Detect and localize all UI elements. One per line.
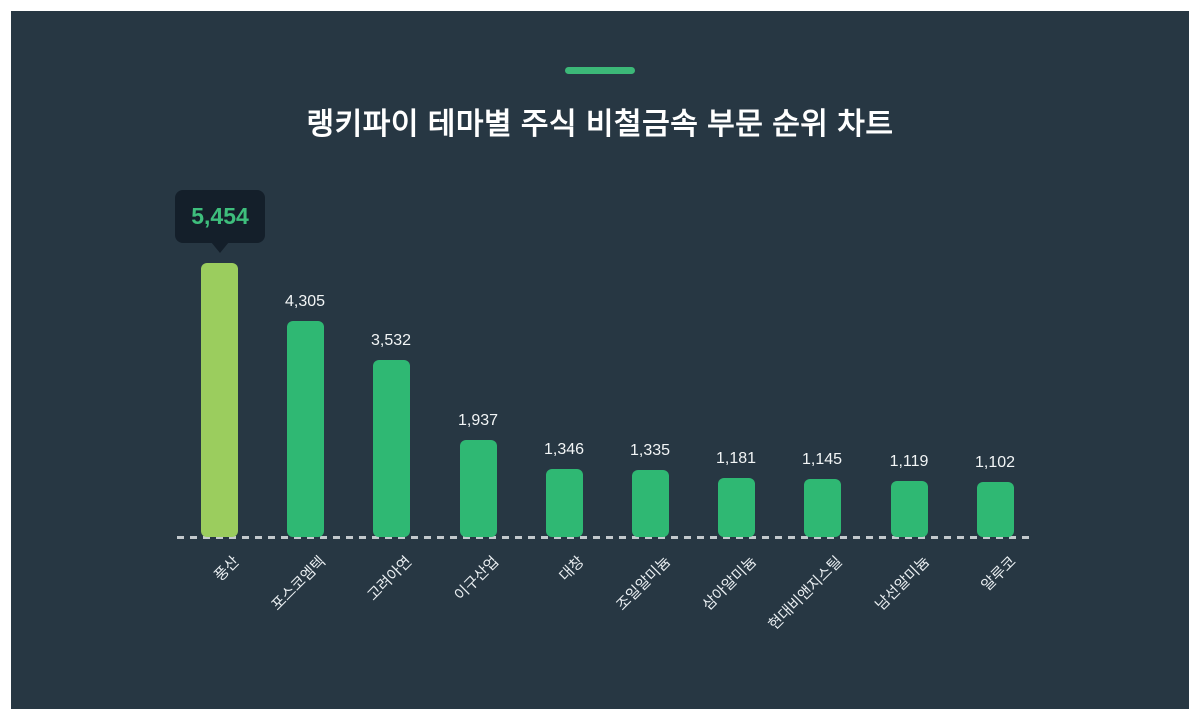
bar[interactable] <box>976 482 1014 537</box>
bar[interactable] <box>286 321 324 537</box>
bar-value-label: 1,119 <box>889 453 929 470</box>
bar[interactable] <box>631 470 669 537</box>
bar-value-label: 1,181 <box>715 450 757 467</box>
bar-value-label: 1,102 <box>974 454 1016 471</box>
bar-value-label: 1,145 <box>801 451 843 468</box>
bar[interactable] <box>372 360 410 537</box>
bar-value-label: 4,305 <box>284 293 326 310</box>
bar-chart: 5,454 풍산 4,305 포스코엠텍 3,532 고려아연 1,937 이구산업 1,34… <box>11 11 1189 709</box>
bar-category-label: 조일알미늄 <box>613 553 675 614</box>
baseline-axis <box>177 536 1035 539</box>
bar-category-label: 남선알미늄 <box>872 553 934 614</box>
bar-category-label: 고려아연 <box>364 553 416 605</box>
tooltip-arrow-icon <box>211 242 229 253</box>
bar-category-label: 삼아알미늄 <box>699 553 761 614</box>
bar[interactable] <box>717 478 755 537</box>
bar-category-label: 현대비앤지스틸 <box>765 553 847 634</box>
bar[interactable] <box>545 469 583 537</box>
chart-title: 랭키파이 테마별 주식 비철금속 부문 순위 차트 <box>306 108 894 141</box>
bar-value-label: 1,335 <box>629 442 671 459</box>
bar-value-label: 1,937 <box>457 412 499 429</box>
bar[interactable] <box>200 263 238 537</box>
bar-category-label: 포스코엠텍 <box>268 553 330 614</box>
bar[interactable] <box>803 479 841 537</box>
bar-category-label: 대창 <box>556 553 589 585</box>
tooltip-value: 5,454 <box>191 203 249 229</box>
bar-value-label: 1,346 <box>543 441 585 458</box>
bar-value-label: 3,532 <box>370 332 412 349</box>
chart-canvas: 랭키파이 테마별 주식 비철금속 부문 순위 차트 5,454 풍산 4,305 포… <box>11 11 1189 709</box>
bar-category-label: 이구산업 <box>451 553 503 605</box>
accent-dash <box>565 67 635 74</box>
bar[interactable] <box>890 481 928 537</box>
bar-category-label: 알루코 <box>977 553 1020 595</box>
tooltip: 5,454 <box>175 190 265 253</box>
bar[interactable] <box>459 440 497 537</box>
bar-category-label: 풍산 <box>211 553 244 585</box>
